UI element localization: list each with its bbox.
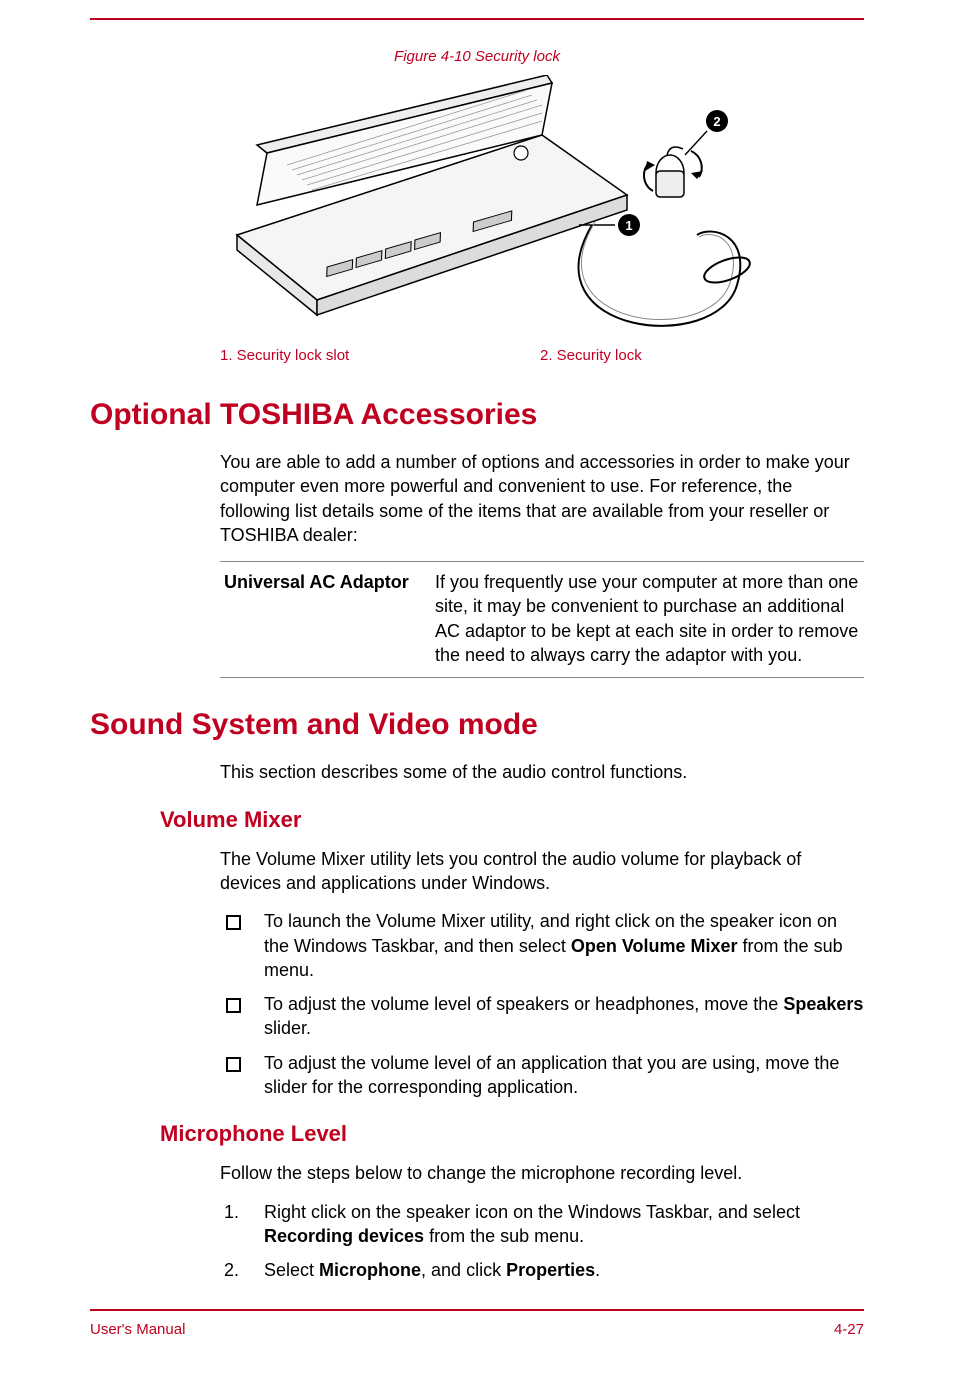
text: slider. xyxy=(264,1018,311,1038)
heading-sound-system: Sound System and Video mode xyxy=(90,708,864,742)
list-item: To adjust the volume level of speakers o… xyxy=(220,992,864,1041)
volume-mixer-block: Volume Mixer xyxy=(160,807,864,833)
accessory-desc: If you frequently use your computer at m… xyxy=(435,570,864,667)
heading-volume-mixer: Volume Mixer xyxy=(160,807,864,833)
text: To adjust the volume level of an applica… xyxy=(264,1053,839,1097)
list-item: To adjust the volume level of an applica… xyxy=(220,1051,864,1100)
list-item: 1. Right click on the speaker icon on th… xyxy=(220,1200,864,1249)
figure-wrap: 1 2 xyxy=(90,75,864,335)
top-rule xyxy=(90,18,864,20)
volume-mixer-para: The Volume Mixer utility lets you contro… xyxy=(220,847,864,896)
accessory-name: Universal AC Adaptor xyxy=(220,570,435,667)
optional-body: You are able to add a number of options … xyxy=(220,450,864,678)
page-footer: User's Manual 4-27 xyxy=(90,1309,864,1338)
step-number: 1. xyxy=(224,1200,239,1224)
heading-optional-accessories: Optional TOSHIBA Accessories xyxy=(90,398,864,432)
list-item: To launch the Volume Mixer utility, and … xyxy=(220,909,864,982)
list-item: 2. Select Microphone, and click Properti… xyxy=(220,1258,864,1282)
page-body: Figure 4-10 Security lock xyxy=(0,18,954,1378)
text: Select xyxy=(264,1260,319,1280)
security-lock-figure: 1 2 xyxy=(197,75,757,335)
bold-text: Microphone xyxy=(319,1260,421,1280)
callout-2: 2 xyxy=(713,114,720,129)
microphone-steps: 1. Right click on the speaker icon on th… xyxy=(220,1200,864,1283)
bold-text: Recording devices xyxy=(264,1226,424,1246)
text: Right click on the speaker icon on the W… xyxy=(264,1202,800,1222)
bold-text: Open Volume Mixer xyxy=(571,936,738,956)
text: , and click xyxy=(421,1260,506,1280)
figure-label-1: 1. Security lock slot xyxy=(220,347,540,364)
heading-microphone-level: Microphone Level xyxy=(160,1121,864,1147)
text: To adjust the volume level of speakers o… xyxy=(264,994,783,1014)
figure-caption: Figure 4-10 Security lock xyxy=(90,48,864,65)
step-number: 2. xyxy=(224,1258,239,1282)
microphone-body: Follow the steps below to change the mic… xyxy=(220,1161,864,1282)
optional-intro: You are able to add a number of options … xyxy=(220,450,864,547)
text: from the sub menu. xyxy=(424,1226,584,1246)
figure-label-2: 2. Security lock xyxy=(540,347,642,364)
microphone-block: Microphone Level xyxy=(160,1121,864,1147)
accessory-table: Universal AC Adaptor If you frequently u… xyxy=(220,561,864,678)
microphone-para: Follow the steps below to change the mic… xyxy=(220,1161,864,1185)
footer-right: 4-27 xyxy=(834,1321,864,1338)
sound-body: This section describes some of the audio… xyxy=(220,760,864,784)
sound-intro: This section describes some of the audio… xyxy=(220,760,864,784)
bold-text: Properties xyxy=(506,1260,595,1280)
footer-left: User's Manual xyxy=(90,1321,185,1338)
figure-labels: 1. Security lock slot 2. Security lock xyxy=(220,347,854,364)
volume-mixer-body: The Volume Mixer utility lets you contro… xyxy=(220,847,864,1100)
volume-mixer-list: To launch the Volume Mixer utility, and … xyxy=(220,909,864,1099)
callout-1: 1 xyxy=(625,218,632,233)
bold-text: Speakers xyxy=(783,994,863,1014)
text: . xyxy=(595,1260,600,1280)
